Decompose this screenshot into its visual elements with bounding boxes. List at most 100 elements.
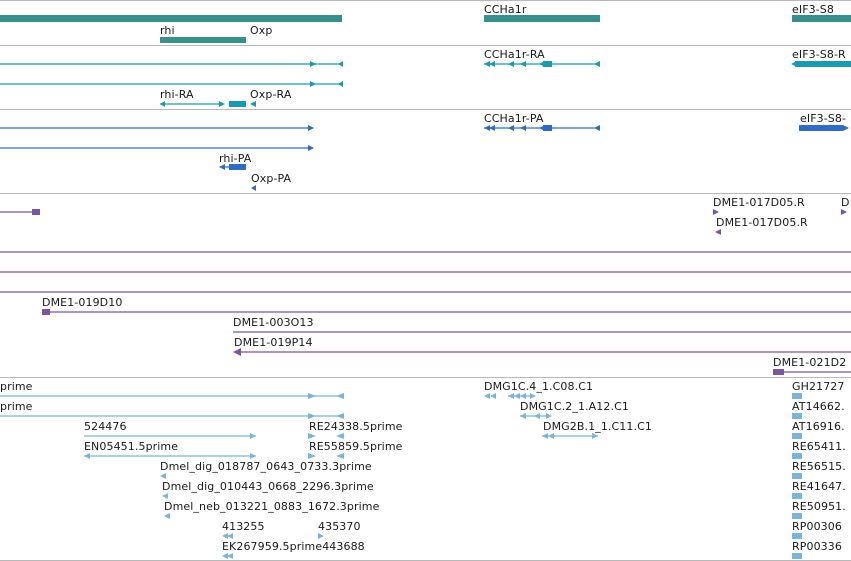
gene-label-ccha1r[interactable]: CCHa1r (484, 3, 527, 16)
cdna-block[interactable] (792, 533, 802, 539)
cdna-label[interactable]: prime (0, 400, 33, 413)
cdna-label[interactable]: DMG2B.1_1.C11.C1 (543, 420, 652, 433)
cdna-label[interactable]: Dmel_neb_013221_0883_1672.3prime (164, 500, 380, 513)
cdna-label[interactable]: RE56515. (792, 460, 846, 473)
protein-exon-marker (520, 125, 526, 131)
cdna-marker (160, 473, 166, 479)
protein-track (0, 125, 849, 191)
cdna-label[interactable]: RE24338.5prime (309, 420, 403, 433)
cdna-label[interactable]: prime (0, 380, 33, 393)
clone-end-marker (233, 348, 241, 356)
protein-exon-eif3[interactable] (799, 125, 843, 131)
cdna-block[interactable] (792, 553, 802, 559)
cdna-marker (548, 433, 554, 439)
transcript-exon-marker (338, 61, 343, 67)
cdna-marker (336, 393, 344, 399)
track-divider (0, 377, 851, 378)
gene-label-rhi[interactable]: rhi (160, 24, 175, 37)
gene-bar-eif3-s8[interactable] (792, 15, 851, 22)
cdna-label[interactable]: EN05451.5prime (84, 440, 179, 453)
transcript-label-ccha1r-ra[interactable]: CCHa1r-RA (484, 48, 545, 61)
cdna-label[interactable]: Dmel_dig_018787_0643_0733.3prime (160, 460, 372, 473)
cdna-marker (484, 393, 490, 399)
gene-bar[interactable] (0, 15, 342, 22)
cdna-marker (308, 393, 316, 399)
transcript-exon-marker (250, 101, 256, 107)
cdna-label[interactable]: RE41647. (792, 480, 846, 493)
cdna-label[interactable]: RE65411. (792, 440, 846, 453)
cdna-marker (227, 533, 233, 539)
cdna-marker (308, 413, 316, 419)
cdna-marker (308, 433, 316, 439)
cdna-label[interactable]: GH21727 (792, 380, 845, 393)
clone-label[interactable]: DME1-017D05.R (716, 216, 808, 229)
gene-bar-cchA1r[interactable] (484, 15, 600, 22)
clone-label-dme1-019d10[interactable]: DME1-019D10 (42, 296, 123, 309)
transcript-exon[interactable] (543, 61, 552, 67)
clone-end-marker (715, 229, 721, 235)
clone-label-dme1-021d2[interactable]: DME1-021D2 (773, 356, 847, 369)
transcript-label-eif3-s8-r[interactable]: eIF3-S8-R (792, 48, 846, 61)
cdna-marker (520, 393, 526, 399)
gene-label-eif3-s8[interactable]: eIF3-S8 (792, 3, 834, 16)
gene-label-oxp[interactable]: Oxp (250, 24, 273, 37)
cdna-label[interactable]: DMG1C.4_1.C08.C1 (484, 380, 594, 393)
cdna-label[interactable]: 524476 (84, 420, 127, 433)
clone-label-dme1-019p14[interactable]: DME1-019P14 (234, 336, 313, 349)
transcript-label-oxp-ra[interactable]: Oxp-RA (250, 88, 292, 101)
cdna-label[interactable]: RE50951. (792, 500, 846, 513)
protein-exon[interactable] (229, 164, 246, 170)
cdna-label[interactable]: DMG1C.2_1.A12.C1 (520, 400, 629, 413)
clone-track (0, 209, 851, 375)
transcript-exon[interactable] (229, 101, 246, 107)
cdna-block[interactable] (792, 453, 802, 459)
cdna-label[interactable]: EK267959.5prime443688 (222, 540, 365, 553)
cdna-block[interactable] (792, 433, 802, 439)
transcript-track (0, 61, 851, 107)
clone-end-marker (841, 209, 847, 215)
protein-exon-marker (484, 125, 490, 131)
protein-exon-marker (308, 145, 314, 151)
cdna-label[interactable]: RE55859.5prime (309, 440, 403, 453)
cdna-label[interactable]: RP00336 (792, 540, 842, 553)
protein-exon[interactable] (543, 125, 552, 131)
protein-label-eif3-s8[interactable]: eIF3-S8- (800, 112, 847, 125)
cdna-marker (520, 413, 526, 419)
clone-end (773, 369, 784, 375)
transcript-label-rhi-ra[interactable]: rhi-RA (160, 88, 194, 101)
track-divider (0, 193, 851, 194)
track-divider (0, 0, 851, 1)
cdna-block[interactable] (792, 393, 802, 399)
cdna-label[interactable]: AT16916. (792, 420, 845, 433)
transcript-exon-marker (489, 61, 495, 67)
cdna-label[interactable]: 435370 (318, 520, 361, 533)
cdna-block[interactable] (792, 493, 802, 499)
clone-end (32, 209, 40, 215)
cdna-label[interactable]: Dmel_dig_010443_0668_2296.3prime (162, 480, 374, 493)
cdna-marker (546, 413, 552, 419)
clone-label[interactable]: DME1-017D05.R (713, 196, 805, 209)
transcript-exon-marker (310, 81, 316, 87)
transcript-exon-marker (791, 61, 797, 67)
cdna-marker (250, 453, 256, 459)
cdna-block[interactable] (792, 513, 802, 519)
gene-bar-rhi[interactable] (160, 37, 246, 43)
protein-label-ccha1r-pa[interactable]: CCHa1r-PA (484, 112, 544, 125)
clone-end (42, 309, 50, 315)
cdna-marker (318, 533, 324, 539)
clone-label[interactable]: D (841, 196, 850, 209)
protein-label-oxp-pa[interactable]: Oxp-PA (251, 172, 292, 185)
cdna-marker (514, 393, 520, 399)
cdna-block[interactable] (792, 413, 802, 419)
cdna-label[interactable]: 413255 (222, 520, 265, 533)
cdna-block[interactable] (792, 473, 802, 479)
cdna-label[interactable]: RP00306 (792, 520, 842, 533)
protein-label-rhi-pa[interactable]: rhi-PA (219, 152, 252, 165)
transcript-exon-eif3[interactable] (795, 61, 851, 67)
protein-exon-marker (219, 164, 225, 170)
cdna-marker (336, 453, 344, 459)
transcript-exon-marker (338, 81, 343, 87)
cdna-label[interactable]: AT14662. (792, 400, 845, 413)
clone-label-dme1-003o13[interactable]: DME1-003O13 (233, 316, 314, 329)
cdna-marker (490, 393, 496, 399)
